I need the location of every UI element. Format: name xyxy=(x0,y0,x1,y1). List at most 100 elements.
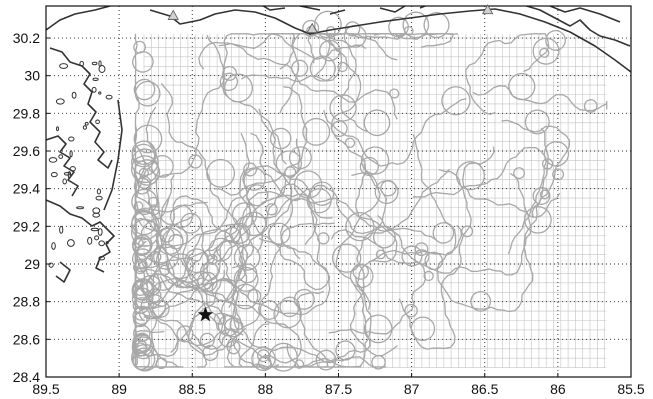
drifter-track-27 xyxy=(146,195,261,294)
island xyxy=(94,235,100,241)
mesh-lines xyxy=(143,34,607,368)
drifter-track-68 xyxy=(323,86,471,167)
x-tick-label-7: 86 xyxy=(550,381,566,397)
drifter-track-49 xyxy=(436,127,570,313)
x-tick-label-4: 87.5 xyxy=(325,381,352,397)
island xyxy=(105,241,109,245)
drifter-track-61 xyxy=(224,323,280,368)
drifter-track-65 xyxy=(279,11,459,70)
drifter-track-43 xyxy=(356,134,457,310)
drifter-track-16 xyxy=(215,138,331,318)
island xyxy=(92,77,99,82)
drifter-track-58 xyxy=(219,33,367,165)
drifter-track-17 xyxy=(132,293,179,368)
island xyxy=(48,262,54,268)
drifter-track-19 xyxy=(132,33,163,308)
coast-segment-0 xyxy=(46,6,113,169)
island xyxy=(51,242,56,250)
drifter-track-39 xyxy=(214,86,331,196)
drifter-track-63 xyxy=(293,288,329,368)
island xyxy=(48,157,58,163)
drifter-track-51 xyxy=(302,10,398,64)
x-tick-label-2: 88.5 xyxy=(179,381,206,397)
island xyxy=(91,61,98,66)
island xyxy=(79,60,84,67)
drifter-track-52 xyxy=(131,106,208,259)
drifter-track-0 xyxy=(131,273,155,360)
drifter-track-48 xyxy=(217,162,301,262)
x-tick-label-6: 86.5 xyxy=(471,381,498,397)
y-tick-label-3: 29 xyxy=(24,256,40,272)
y-tick-label-9: 30.2 xyxy=(13,30,40,46)
island xyxy=(69,166,76,172)
drifter-track-10 xyxy=(131,148,210,288)
drifter-track-26 xyxy=(143,279,244,350)
coast-segment-5 xyxy=(149,8,631,73)
island xyxy=(59,225,64,234)
island xyxy=(95,195,103,201)
x-axis-ticks: 89.5 89 88.5 88 87.5 87 86.5 86 85.5 xyxy=(32,373,645,397)
island xyxy=(68,136,75,142)
drifter-track-57 xyxy=(325,33,455,244)
drifter-track-67 xyxy=(268,33,300,114)
drifter-track-50 xyxy=(472,72,608,113)
island xyxy=(92,212,100,218)
drifter-track-40 xyxy=(233,146,397,332)
island xyxy=(98,256,105,261)
drifter-track-38 xyxy=(328,214,434,335)
drifter-track-62 xyxy=(256,183,316,253)
y-tick-label-0: 28.4 xyxy=(13,369,40,385)
island xyxy=(84,121,89,126)
y-tick-label-6: 29.6 xyxy=(13,143,40,159)
island xyxy=(50,172,58,178)
island xyxy=(82,125,88,130)
island xyxy=(91,86,97,93)
coast-segment-8 xyxy=(549,6,621,23)
island xyxy=(98,65,106,73)
x-tick-label-1: 89 xyxy=(111,381,127,397)
island xyxy=(76,206,85,210)
y-tick-label-2: 28.8 xyxy=(13,294,40,310)
island xyxy=(56,126,59,132)
drifter-track-53 xyxy=(308,263,393,371)
island xyxy=(92,207,101,214)
y-tick-label-8: 30 xyxy=(24,68,40,84)
drifter-track-29 xyxy=(131,140,188,270)
island xyxy=(98,91,102,95)
x-tick-label-8: 85.5 xyxy=(617,381,644,397)
coastline xyxy=(46,6,631,283)
drifter-track-56 xyxy=(501,109,571,219)
island xyxy=(97,228,103,236)
drifter-track-11 xyxy=(229,222,335,331)
drifter-track-28 xyxy=(210,132,252,265)
island xyxy=(98,240,105,247)
x-tick-label-0: 89.5 xyxy=(32,381,59,397)
coast-segment-4 xyxy=(103,99,123,211)
drifter-track-22 xyxy=(148,226,244,309)
coast-segment-7 xyxy=(523,6,631,47)
computational-grid-mesh xyxy=(143,34,607,368)
island xyxy=(55,98,65,105)
drifter-track-54 xyxy=(412,146,554,255)
drifter-track-46 xyxy=(286,156,399,368)
y-tick-label-4: 29.2 xyxy=(13,218,40,234)
drifter-track-45 xyxy=(250,132,398,263)
island xyxy=(90,227,99,232)
island xyxy=(71,91,77,99)
drifter-track-41 xyxy=(462,146,561,218)
island xyxy=(96,188,102,195)
drifter-track-24 xyxy=(146,34,237,292)
island xyxy=(87,236,93,245)
drifter-track-66 xyxy=(398,161,486,350)
y-tick-label-7: 29.8 xyxy=(13,105,40,121)
island xyxy=(62,178,67,185)
island xyxy=(59,63,69,69)
island xyxy=(67,239,75,247)
star-marker-icon xyxy=(197,306,213,322)
y-tick-label-1: 28.6 xyxy=(13,331,40,347)
triangle-marker-icon-0 xyxy=(167,9,179,20)
markers xyxy=(167,3,494,322)
coast-segment-2 xyxy=(46,199,115,273)
triangle-marker-icon-2 xyxy=(481,3,494,15)
